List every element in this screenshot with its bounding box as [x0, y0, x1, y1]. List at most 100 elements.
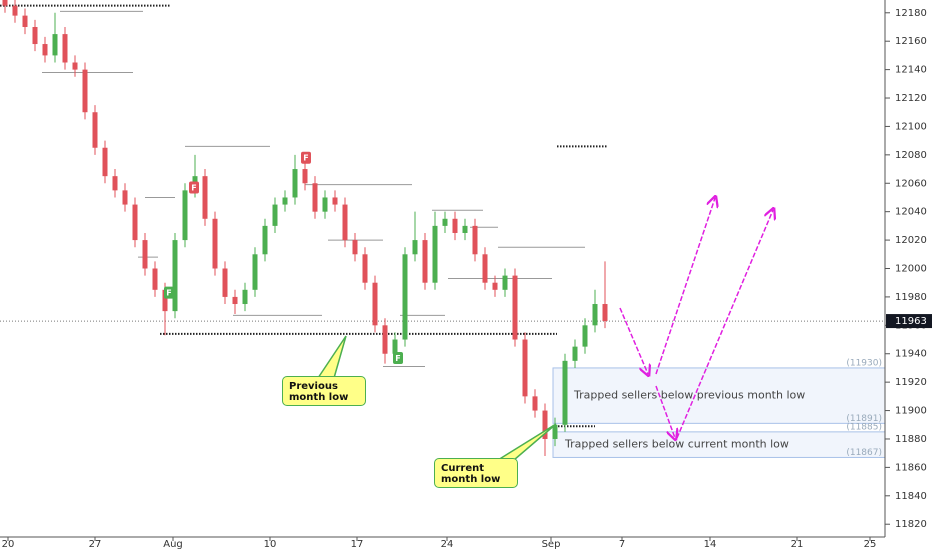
- candle-body: [182, 190, 188, 241]
- badge-label: F: [303, 154, 308, 163]
- candle-body: [492, 282, 498, 290]
- arrow: [655, 198, 715, 375]
- x-tick-label: 17: [351, 539, 364, 550]
- y-tick-label: 12060: [895, 178, 927, 189]
- candle-body: [212, 218, 218, 269]
- y-tick-label: 12000: [895, 264, 927, 275]
- candle-body: [332, 197, 338, 205]
- y-tick-label: 12040: [895, 207, 927, 218]
- candle-body: [572, 346, 578, 361]
- candle-body: [62, 34, 68, 63]
- candle-body: [42, 44, 48, 56]
- candle-body: [252, 254, 258, 290]
- candle-body: [112, 176, 118, 191]
- candle-body: [462, 225, 468, 233]
- candle-body: [592, 304, 598, 326]
- candle-body: [302, 169, 308, 184]
- x-tick-label: Aug: [163, 539, 183, 550]
- candle-body: [582, 325, 588, 347]
- candle-body: [142, 240, 148, 269]
- candle-body: [422, 240, 428, 283]
- badge-label: F: [395, 354, 400, 363]
- y-tick-label: 11900: [895, 406, 927, 417]
- candle-body: [162, 289, 168, 312]
- callout-pointer: [316, 335, 347, 379]
- badge: [189, 181, 199, 194]
- candle-body: [352, 240, 358, 255]
- candle-body: [382, 325, 388, 354]
- y-tick-label: 12020: [895, 235, 927, 246]
- x-tick-label: 14: [704, 539, 717, 550]
- x-tick-label: 10: [264, 539, 277, 550]
- candle-body: [292, 169, 298, 198]
- badge-label: F: [166, 289, 171, 298]
- y-tick-label: 11940: [895, 349, 927, 360]
- x-tick-label: 25: [864, 539, 877, 550]
- candle-body: [432, 225, 438, 283]
- candle-body: [102, 147, 108, 177]
- candle-body: [442, 218, 448, 226]
- candle-body: [502, 275, 508, 290]
- y-tick-label: 11840: [895, 491, 927, 502]
- candle-body: [472, 225, 478, 255]
- candle-body: [282, 197, 288, 205]
- badge-label: F: [191, 184, 196, 193]
- callout: Current month low: [434, 458, 518, 488]
- candle-body: [262, 225, 268, 255]
- x-tick-label: 7: [619, 539, 625, 550]
- candle-body: [542, 410, 548, 439]
- y-tick-label: 11860: [895, 462, 927, 473]
- y-tick-label: 11980: [895, 292, 927, 303]
- candle-body: [32, 26, 38, 45]
- y-tick-label: 11880: [895, 434, 927, 445]
- candle-body: [562, 360, 568, 425]
- y-tick-label: 11820: [895, 519, 927, 530]
- candle-body: [312, 183, 318, 212]
- last-price-label: 11963: [895, 316, 927, 327]
- candle-body: [272, 204, 278, 226]
- arrow: [655, 385, 675, 438]
- badge: [393, 352, 403, 364]
- candle-body: [512, 275, 518, 340]
- zone-price: (11867): [846, 448, 882, 458]
- x-tick-label: 21: [791, 539, 804, 550]
- badge: [164, 286, 174, 299]
- candle-body: [322, 197, 328, 212]
- candle-body: [2, 0, 8, 6]
- x-tick-label: 24: [441, 539, 454, 550]
- candle-body: [52, 34, 58, 56]
- y-tick-label: 11920: [895, 377, 927, 388]
- candle-body: [522, 339, 528, 397]
- candle-body: [172, 240, 178, 312]
- zone-price: (11885): [846, 422, 882, 432]
- y-tick-label: 12080: [895, 150, 927, 161]
- candle-body: [482, 254, 488, 283]
- arrow: [619, 307, 648, 374]
- candle-body: [342, 204, 348, 241]
- candle-body: [122, 190, 128, 205]
- candle-body: [532, 396, 538, 411]
- zone-price: (11891): [846, 414, 882, 424]
- candle-body: [132, 204, 138, 241]
- zone: [552, 367, 886, 424]
- arrows: [619, 198, 773, 439]
- candle-body: [22, 15, 28, 27]
- zone-price: (11930): [846, 358, 882, 368]
- callout-pointer: [495, 423, 557, 461]
- y-tick-label: 12140: [895, 65, 927, 76]
- candle-body: [362, 254, 368, 283]
- candle-body: [242, 289, 248, 305]
- plot: Trapped sellers below previous month low…: [0, 0, 886, 458]
- candle-body: [402, 254, 408, 340]
- candle-body: [72, 62, 78, 70]
- candle-body: [392, 339, 398, 354]
- candle-body: [92, 112, 98, 148]
- y-tick-label: 12100: [895, 121, 927, 132]
- arrow: [676, 210, 773, 439]
- candle-body: [222, 268, 228, 297]
- y-tick-label: 12160: [895, 36, 927, 47]
- candle-body: [412, 240, 418, 255]
- candle-body: [372, 282, 378, 326]
- candle-body: [202, 176, 208, 219]
